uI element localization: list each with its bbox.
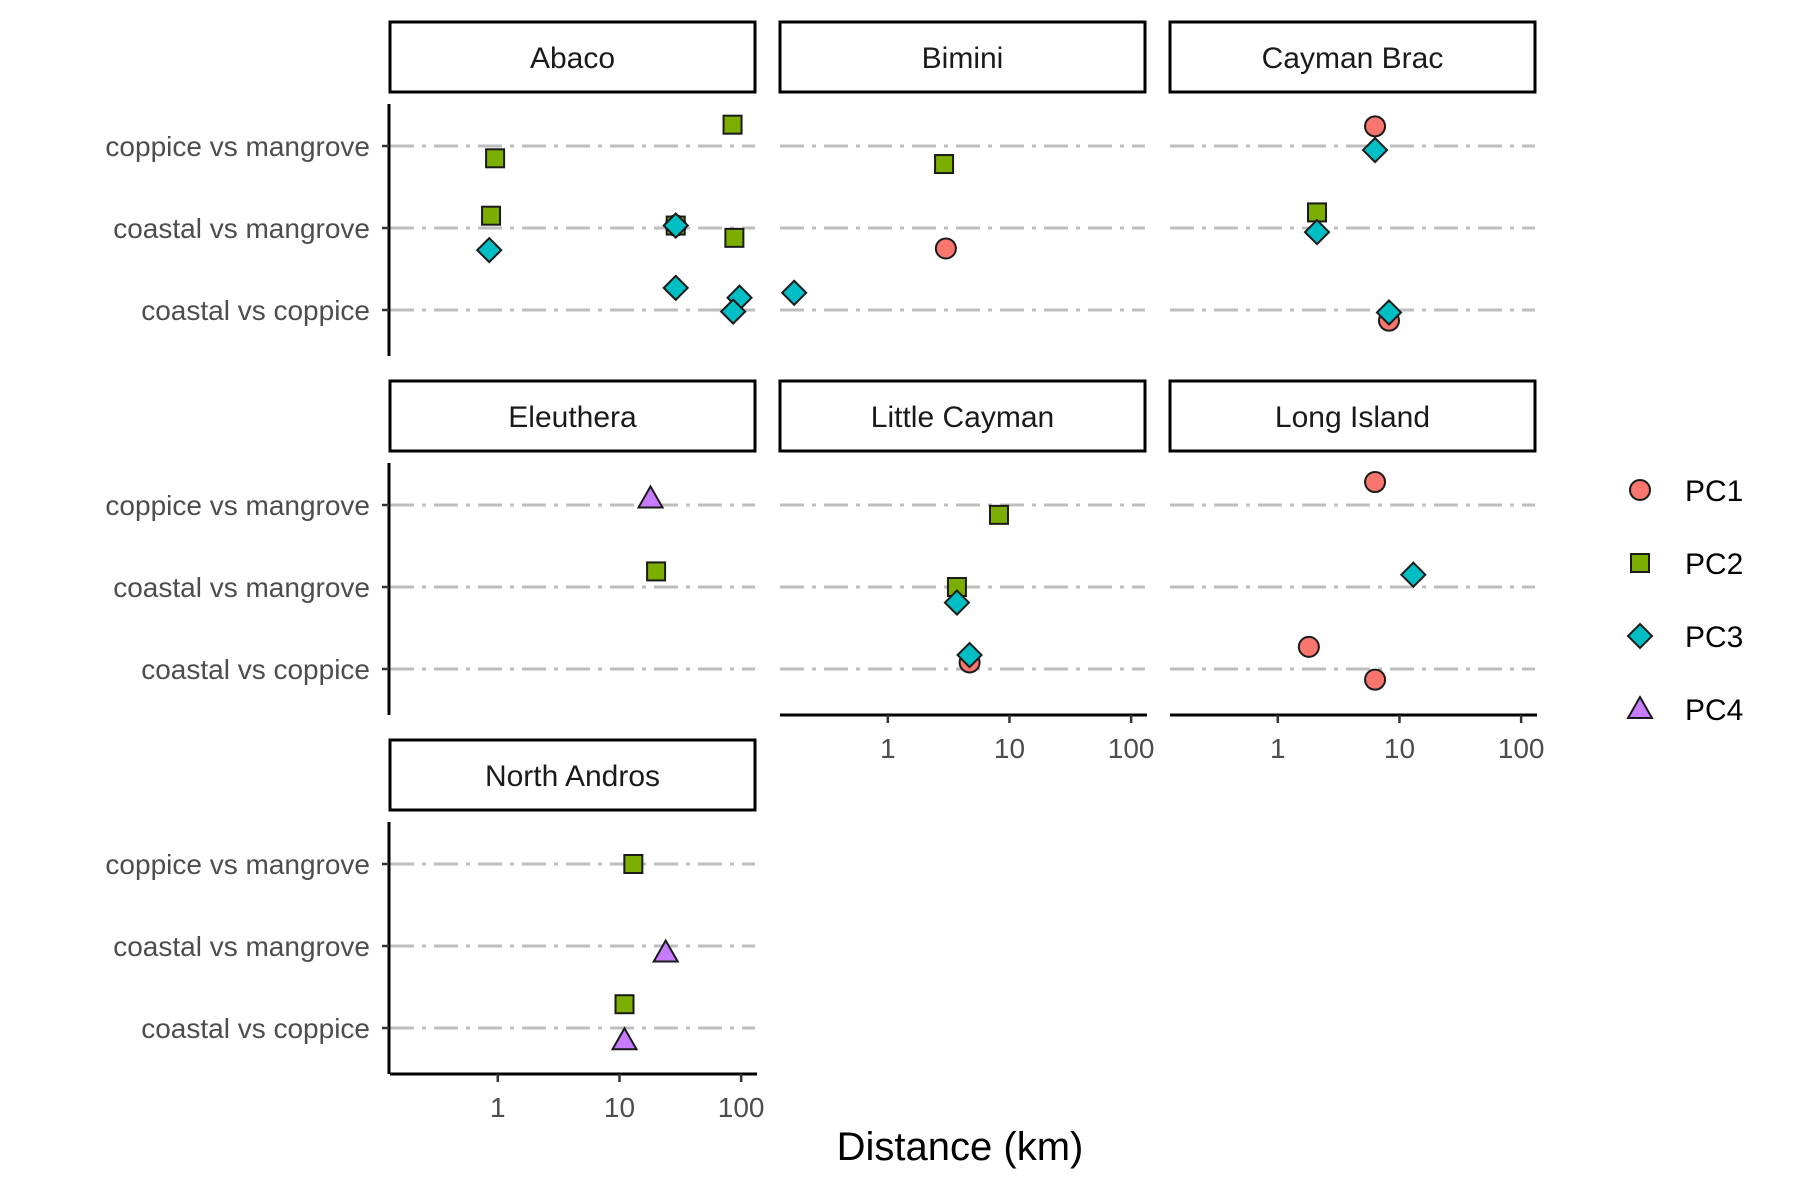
y-tick-label: coastal vs coppice [141, 295, 370, 326]
point-pc2 [722, 114, 743, 135]
facet-strip [1168, 379, 1537, 453]
facet-strip [1168, 20, 1537, 94]
point-pc2 [614, 994, 635, 1015]
point-pc2 [646, 561, 667, 582]
y-tick-label: coppice vs mangrove [105, 490, 370, 521]
facet-label: Eleuthera [508, 401, 637, 434]
y-tick-label: coppice vs mangrove [105, 849, 370, 880]
facet-label: Little Cayman [871, 401, 1054, 434]
point-pc2 [934, 154, 955, 175]
legend-key-pc3 [1626, 622, 1654, 650]
legend-key-pc1 [1629, 479, 1651, 501]
facet-strip [388, 20, 757, 94]
facet-label: Cayman Brac [1262, 42, 1444, 75]
panel-bimini: Bimini [778, 20, 1147, 312]
point-pc2 [724, 227, 745, 248]
x-tick-label: 100 [718, 1092, 765, 1123]
x-tick-label: 1 [1270, 733, 1286, 764]
point-pc2 [481, 205, 502, 226]
point-pc1 [934, 237, 957, 260]
x-tick-label: 10 [604, 1092, 635, 1123]
point-pc4 [652, 938, 680, 963]
facet-label: Abaco [530, 42, 615, 75]
point-pc1 [1364, 668, 1387, 691]
panel-cayman-brac: Cayman Brac [1168, 20, 1537, 332]
panel-abaco: Abaco coastal vs coppice coastal vs mangro… [105, 20, 757, 356]
legend-item-pc2: PC2 [1630, 548, 1743, 581]
legend-item-pc4: PC4 [1626, 694, 1743, 727]
point-pc1 [1364, 471, 1387, 494]
point-pc3 [1375, 299, 1403, 326]
y-tick-label: coppice vs mangrove [105, 131, 370, 162]
x-tick-label: 1 [490, 1092, 506, 1123]
y-tick-label: coastal vs mangrove [113, 931, 370, 962]
point-pc3 [780, 279, 808, 307]
x-tick-label: 100 [1498, 733, 1545, 764]
point-pc3 [475, 236, 503, 264]
legend-label: PC4 [1685, 694, 1743, 727]
x-axis-title: Distance (km) [837, 1125, 1084, 1169]
point-pc2 [988, 504, 1009, 525]
point-pc3 [943, 589, 971, 616]
point-pc3 [1303, 218, 1331, 246]
legend-label: PC2 [1685, 548, 1743, 581]
point-pc4 [636, 484, 665, 509]
y-tick-label: coastal vs mangrove [113, 572, 370, 603]
point-pc3 [1361, 136, 1389, 164]
x-tick-label: 100 [1108, 733, 1155, 764]
facet-label: North Andros [485, 760, 660, 793]
panel-eleuthera: Eleuthera coastal vs coppice coastal vs ma… [105, 379, 757, 715]
point-pc3 [719, 298, 747, 326]
x-tick-label: 10 [994, 733, 1025, 764]
point-pc2 [485, 148, 506, 169]
point-pc3 [1399, 561, 1427, 589]
panels: Abaco coastal vs coppice coastal vs mangro… [105, 20, 1545, 1123]
y-tick-label: coastal vs coppice [141, 654, 370, 685]
panel-long-island: Long Island 1 10 100 [1168, 379, 1545, 764]
legend-key-pc2 [1630, 553, 1650, 573]
facet-strip [778, 20, 1147, 94]
legend-item-pc3: PC3 [1626, 621, 1743, 654]
point-pc1 [1297, 635, 1320, 658]
facet-label: Long Island [1275, 401, 1430, 434]
panel-little-cayman: Little Cayman 1 10 100 [778, 379, 1155, 764]
y-tick-label: coastal vs mangrove [113, 213, 370, 244]
point-pc1 [1364, 115, 1387, 138]
point-pc2 [623, 854, 644, 874]
point-pc3 [662, 212, 690, 239]
legend-item-pc1: PC1 [1629, 475, 1743, 508]
point-pc4 [610, 1026, 639, 1051]
point-pc3 [662, 274, 690, 302]
legend-label: PC3 [1685, 621, 1743, 654]
facet-strip [388, 738, 757, 812]
facet-strip [778, 379, 1147, 453]
facet-strip [388, 379, 757, 453]
legend-key-pc4 [1626, 694, 1654, 719]
legend-label: PC1 [1685, 475, 1743, 508]
facet-label: Bimini [922, 42, 1004, 75]
x-tick-label: 10 [1384, 733, 1415, 764]
panel-north-andros: North Andros coastal vs coppice coastal vs… [105, 738, 765, 1123]
point-pc3 [956, 641, 983, 669]
legend: PC1 PC2 PC3 PC4 [1626, 475, 1743, 727]
x-tick-label: 1 [880, 733, 896, 764]
y-tick-label: coastal vs coppice [141, 1013, 370, 1044]
